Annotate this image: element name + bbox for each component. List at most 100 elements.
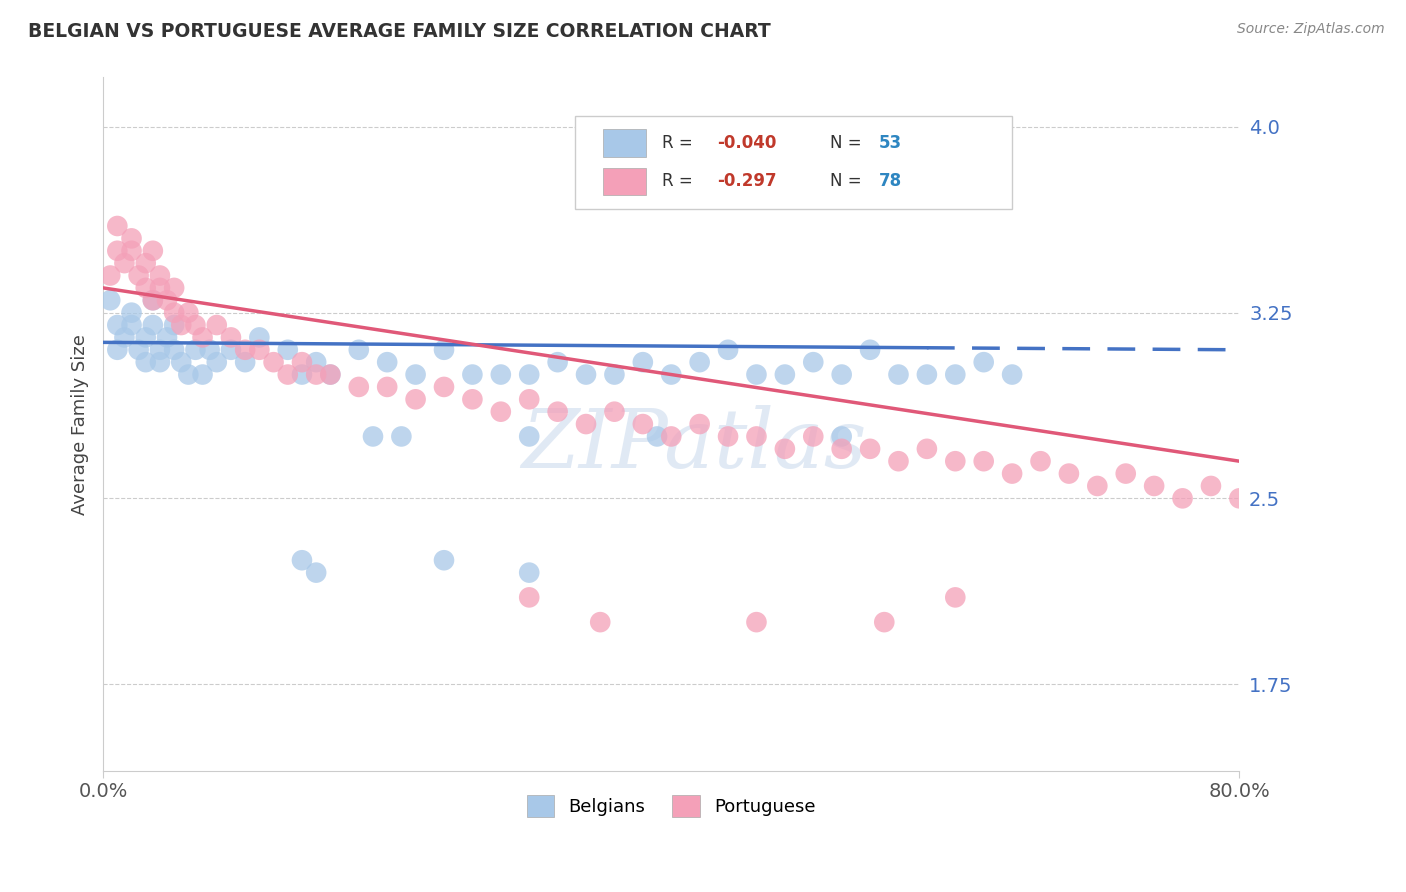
Point [177,368,200,382]
Point [156,330,179,344]
Text: Source: ZipAtlas.com: Source: ZipAtlas.com [1237,22,1385,37]
Point [489,405,512,419]
Point [915,368,938,382]
Point [291,553,314,567]
Point [589,615,612,629]
Point [1001,467,1024,481]
Point [105,219,128,233]
Point [277,343,299,357]
Point [603,405,626,419]
Point [433,343,456,357]
Point [631,355,654,369]
Point [319,368,342,382]
Text: 78: 78 [879,172,903,190]
FancyBboxPatch shape [575,116,1012,209]
Point [305,566,328,580]
Point [98,293,121,308]
Point [247,330,270,344]
Point [361,429,384,443]
Point [773,442,796,456]
Point [801,429,824,443]
Text: 53: 53 [879,135,903,153]
Point [1001,368,1024,382]
Point [319,368,342,382]
Point [375,355,398,369]
Point [887,368,910,382]
Point [859,343,882,357]
Point [163,343,186,357]
Point [575,368,598,382]
Point [405,368,427,382]
Point [745,368,768,382]
Point [105,318,128,332]
Point [128,343,150,357]
Point [1085,479,1108,493]
Point [205,318,228,332]
Point [170,318,193,332]
FancyBboxPatch shape [603,168,647,195]
Text: ZIPatlas: ZIPatlas [522,405,866,485]
Point [177,306,200,320]
Point [142,293,165,308]
Text: N =: N = [831,172,868,190]
Point [347,343,370,357]
Point [233,343,256,357]
Point [149,343,172,357]
Point [156,293,179,308]
Point [135,330,157,344]
Legend: Belgians, Portuguese: Belgians, Portuguese [520,788,823,824]
Point [149,281,172,295]
Point [219,330,242,344]
Point [717,429,740,443]
Point [142,293,165,308]
Point [277,368,299,382]
Point [489,368,512,382]
Point [105,244,128,258]
Point [135,355,157,369]
Point [191,330,214,344]
Point [575,417,598,431]
Point [873,615,896,629]
Point [831,442,853,456]
Point [375,380,398,394]
Point [645,429,668,443]
Point [1057,467,1080,481]
Point [142,318,165,332]
Point [603,368,626,382]
Point [184,343,207,357]
Point [517,368,540,382]
Point [717,343,740,357]
Point [121,231,143,245]
Point [114,330,136,344]
Point [433,553,456,567]
Point [305,355,328,369]
Point [547,405,569,419]
Point [461,392,484,407]
Point [859,442,882,456]
Point [547,355,569,369]
Point [631,417,654,431]
Point [461,368,484,382]
Point [689,355,711,369]
Point [1029,454,1052,468]
Point [745,157,768,171]
Point [1227,491,1250,506]
Point [1115,467,1137,481]
Point [233,355,256,369]
Point [121,244,143,258]
Point [973,355,995,369]
Y-axis label: Average Family Size: Average Family Size [72,334,89,515]
Point [689,417,711,431]
Text: -0.040: -0.040 [717,135,776,153]
Point [517,566,540,580]
Text: R =: R = [662,172,699,190]
Point [163,281,186,295]
Point [1143,479,1166,493]
Point [915,442,938,456]
Point [205,355,228,369]
Text: N =: N = [831,135,868,153]
Point [831,368,853,382]
Point [198,343,221,357]
Point [219,343,242,357]
FancyBboxPatch shape [603,129,647,157]
